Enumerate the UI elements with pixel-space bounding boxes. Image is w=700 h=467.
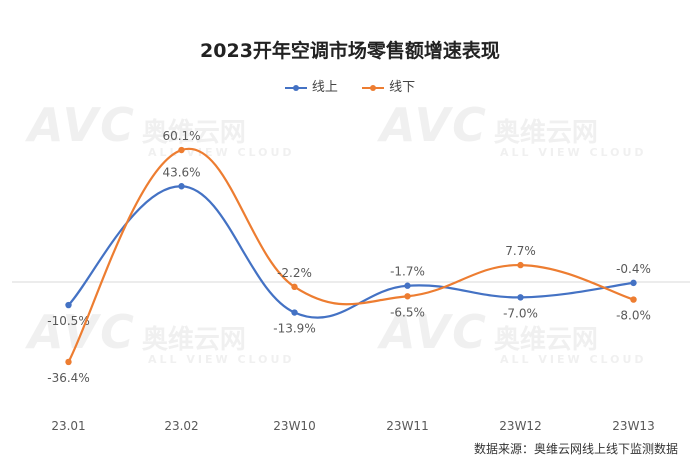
data-point-offline (517, 261, 524, 269)
data-point-online (630, 279, 637, 287)
data-point-online (178, 183, 185, 190)
legend-swatch-offline (362, 84, 385, 91)
data-point-offline (630, 296, 637, 303)
chart-title: 2023开年空调市场零售额增速表现 (200, 40, 500, 62)
data-label-offline: -6.5% (390, 305, 425, 319)
data-label-offline: 60.1% (162, 129, 200, 143)
x-tick-label: 23W13 (612, 419, 654, 433)
x-tick-label: 23.01 (51, 419, 85, 433)
legend-item-offline: 线下 (362, 76, 415, 95)
data-label-online: -10.5% (47, 314, 89, 328)
legend-item-online: 线上 (284, 76, 338, 95)
data-label-online: 43.6% (162, 165, 200, 179)
data-label-offline: -2.2% (277, 266, 312, 280)
data-point-online (517, 294, 524, 301)
data-label-online: -0.4% (616, 262, 651, 276)
data-point-offline (404, 293, 411, 300)
data-label-offline: -36.4% (47, 371, 89, 385)
data-label-offline: -8.0% (616, 309, 651, 323)
legend-swatch-online (284, 84, 307, 91)
data-label-online: -1.7% (390, 265, 425, 279)
data-point-online (291, 309, 298, 316)
series-line-online (67, 185, 634, 319)
data-point-offline (65, 358, 72, 366)
data-label-offline: 7.7% (505, 244, 536, 258)
legend-label-offline: 线下 (389, 80, 416, 95)
data-point-offline (178, 146, 185, 154)
x-tick-label: 23W11 (386, 419, 428, 433)
chart-legend: 线上 线下 (0, 76, 700, 95)
data-label-online: -7.0% (503, 306, 538, 320)
data-label-online: -13.9% (273, 322, 315, 336)
x-tick-label: 23.02 (164, 419, 198, 433)
data-point-online (65, 301, 72, 309)
data-point-online (404, 282, 411, 289)
series-line-offline (67, 147, 634, 363)
data-point-offline (291, 283, 298, 291)
x-tick-label: 23W10 (273, 419, 315, 433)
x-tick-label: 23W12 (499, 419, 541, 433)
legend-label-online: 线上 (311, 80, 338, 95)
source-note: 数据来源：奥维云网线上线下监测数据 (473, 442, 678, 456)
